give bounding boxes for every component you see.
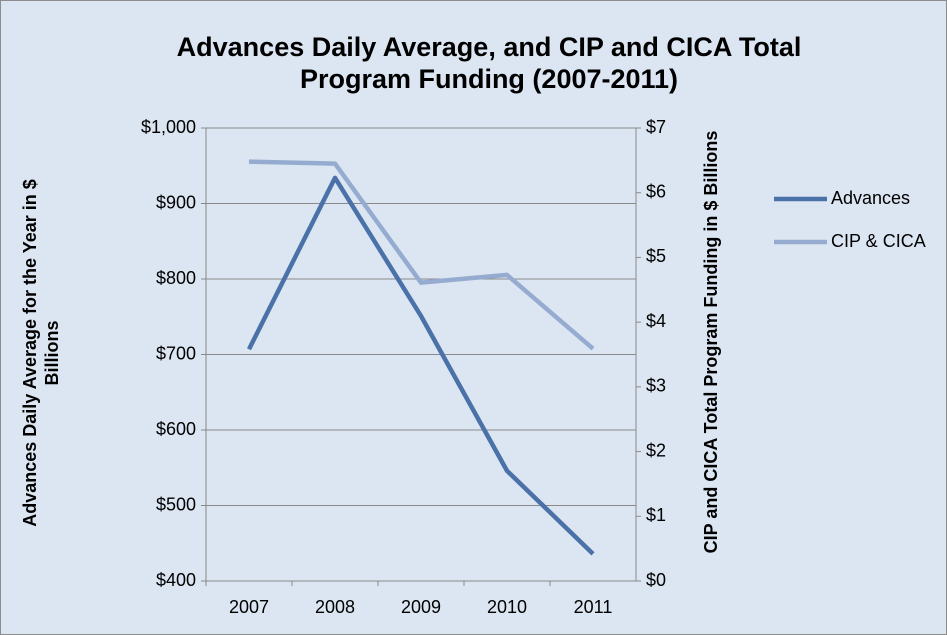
x-tick-label: 2009: [401, 597, 441, 617]
y-tick-label: $1,000: [141, 117, 196, 137]
legend-label: CIP & CICA: [831, 231, 926, 251]
chart-title: Advances Daily Average, and CIP and CICA…: [176, 32, 802, 94]
y2-tick-label: $4: [646, 311, 666, 331]
y2-tick-label: $6: [646, 181, 666, 201]
y-tick-label: $700: [156, 343, 196, 363]
y2-tick-label: $0: [646, 570, 666, 590]
series-line: [248, 159, 595, 351]
x-tick-label: 2007: [229, 597, 269, 617]
y2-tick-label: $3: [646, 376, 666, 396]
x-tick-label: 2011: [574, 597, 613, 617]
y-tick-label: $500: [156, 494, 196, 514]
x-tick-label: 2010: [487, 597, 527, 617]
y-tick-label: $900: [156, 192, 196, 212]
x-tick-label: 2008: [315, 597, 355, 617]
y-tick-label: $800: [156, 268, 196, 288]
series-line: [246, 175, 595, 556]
legend-label: Advances: [831, 188, 910, 208]
y2-axis-title: CIP and CICA Total Program Funding in $ …: [701, 130, 721, 554]
y2-tick-label: $5: [646, 246, 666, 266]
y-axis-title: Advances Daily Average for the Year in $…: [20, 179, 62, 527]
y-tick-label: $400: [156, 570, 196, 590]
y-tick-label: $600: [156, 419, 196, 439]
y2-tick-label: $1: [646, 505, 666, 525]
y2-tick-label: $2: [646, 440, 666, 460]
y2-tick-label: $7: [646, 117, 666, 137]
